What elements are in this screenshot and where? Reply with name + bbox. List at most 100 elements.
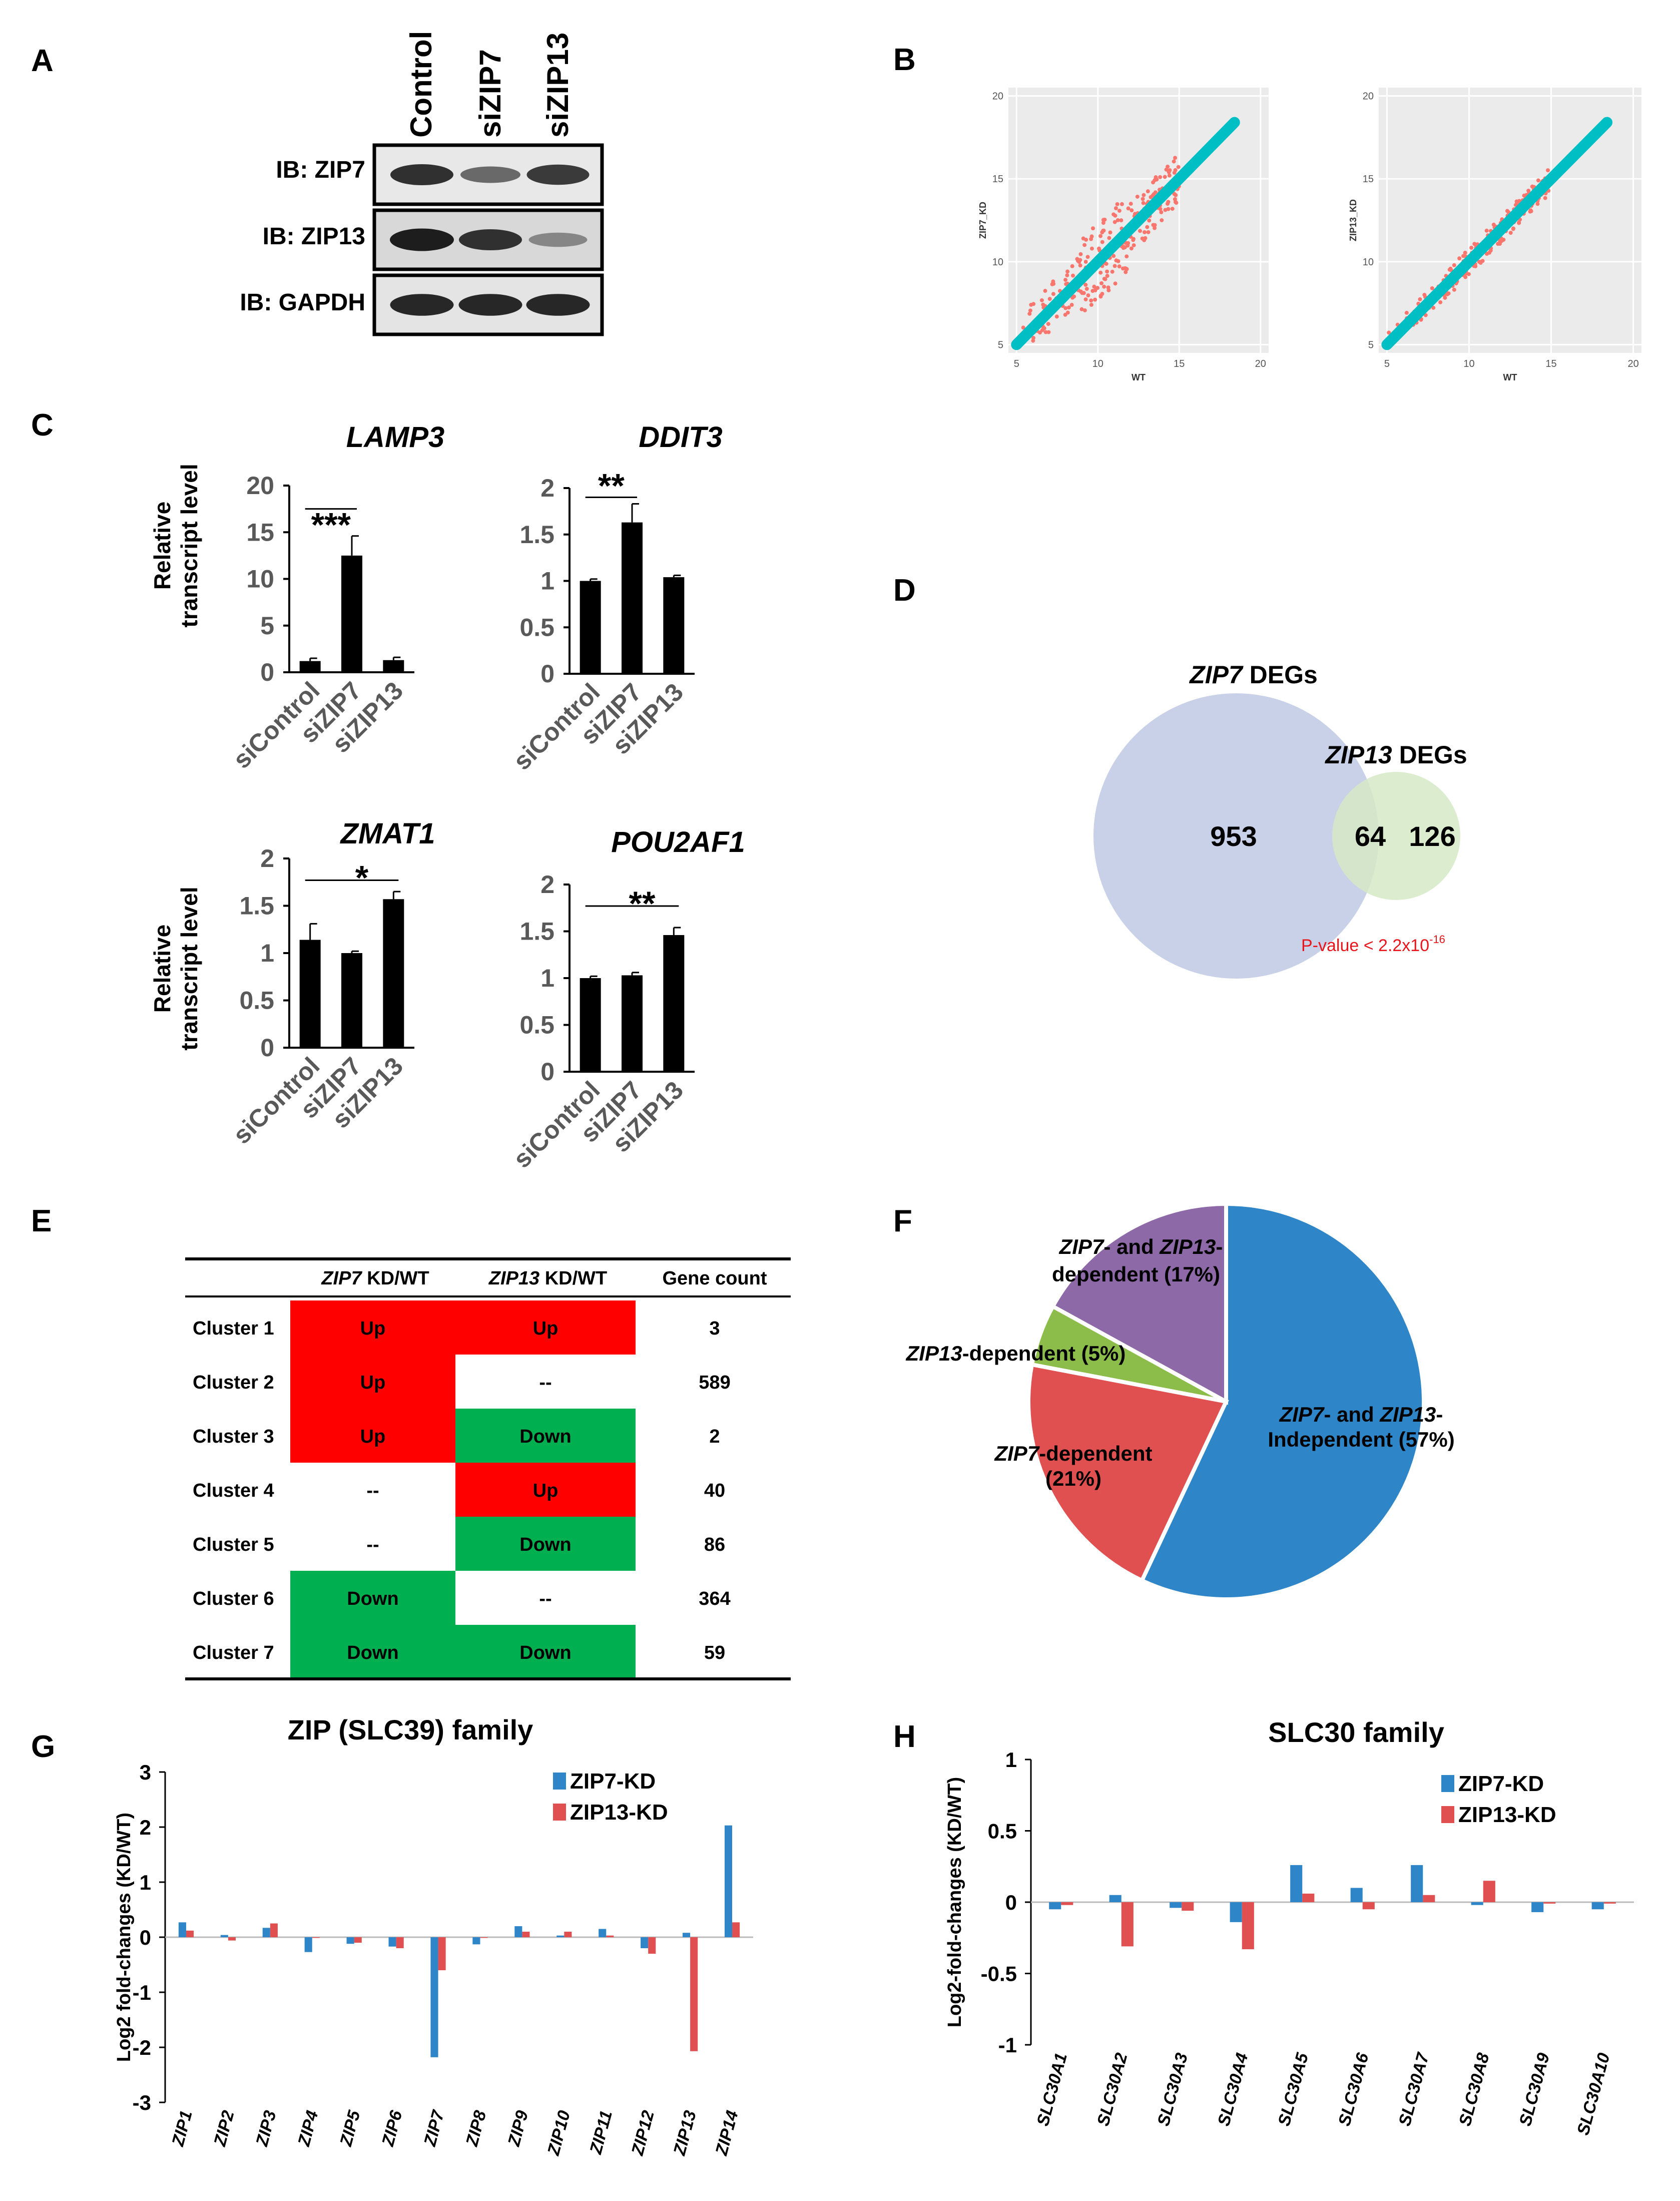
bar: [304, 1937, 312, 1952]
bar: [648, 1937, 656, 1954]
deg-point: [1430, 286, 1434, 290]
ylabel-bottom: Relative transcript level: [149, 887, 202, 1050]
deg-point: [1065, 273, 1069, 277]
deg-point: [1072, 294, 1076, 299]
deg-point: [1085, 255, 1090, 259]
bar: [690, 1937, 698, 2051]
deg-point: [1143, 230, 1147, 234]
blot-label-zip7: IB: ZIP7: [276, 157, 365, 183]
y-tick-label: 15: [992, 174, 1003, 185]
y-tick-label: 10: [246, 565, 274, 593]
deg-point: [1170, 207, 1175, 211]
deg-point: [1508, 231, 1513, 235]
category-label: SLC30A2: [1093, 2051, 1131, 2128]
bar: [383, 899, 404, 1048]
blot-label-gapdh: IB: GAPDH: [240, 289, 365, 316]
deg-point: [1418, 297, 1422, 301]
bar-chart-zip-family: ZIP (SLC39) family -3 -2 -1 0 1 2 3 Log2 fold-ch…: [114, 1714, 753, 2158]
table-cell-bg: [290, 1571, 455, 1625]
deg-point: [1130, 208, 1134, 213]
deg-point: [1168, 168, 1172, 173]
deg-point: [1089, 246, 1094, 251]
deg-point: [1115, 202, 1119, 206]
category-label: ZIP6: [378, 2108, 406, 2148]
table-gene-count: 59: [704, 1642, 725, 1663]
pie-chart: [1026, 1201, 1426, 1601]
cluster-table: ZIP7 KD/WT ZIP13 KD/WT Gene count Up Up Cl…: [185, 1257, 791, 1680]
bar: [299, 940, 321, 1048]
deg-point: [1101, 218, 1105, 222]
table-cell-bg: [290, 1625, 455, 1679]
bar: [354, 1937, 362, 1943]
deg-point: [1078, 263, 1082, 268]
chart-title: ZIP (SLC39) family: [288, 1714, 533, 1745]
panel-letter-h: H: [893, 1719, 916, 1754]
bar: [383, 660, 404, 672]
deg-point: [1176, 165, 1181, 169]
y-tick-label: -3: [133, 2091, 151, 2114]
deg-point: [1046, 330, 1051, 334]
y-tick-label: -1: [998, 2033, 1017, 2057]
y-tick-label: -0.5: [981, 1962, 1017, 1986]
deg-point: [1096, 246, 1101, 251]
deg-point: [1083, 282, 1088, 287]
deg-point: [1167, 173, 1172, 178]
deg-point: [1131, 237, 1136, 241]
deg-point: [1054, 314, 1059, 319]
category-label: ZIP5: [336, 2108, 364, 2148]
y-tick-label: -2: [133, 2036, 151, 2059]
venn-title-zip7: ZIP7 DEGs: [1189, 661, 1318, 689]
y-tick-label: 20: [246, 472, 274, 500]
venn-count-zip13-only: 126: [1409, 820, 1455, 852]
bar: [732, 1922, 740, 1937]
table-cell-bg: [455, 1463, 636, 1517]
y-tick-label: 10: [1363, 257, 1374, 268]
deg-point: [1117, 208, 1122, 213]
category-label: SLC30A4: [1214, 2051, 1252, 2128]
table-cell-bg: [455, 1300, 636, 1355]
deg-point: [1129, 202, 1133, 206]
deg-point: [1070, 273, 1075, 278]
deg-point: [1105, 269, 1109, 274]
y-tick-label: 0: [260, 1034, 274, 1062]
y-axis-label: Log2 fold-changes (KD/WT): [114, 1813, 135, 2062]
deg-point: [1078, 258, 1082, 262]
pie-label-zip7-dependent-l1: ZIP7-dependent: [994, 1442, 1152, 1465]
deg-point: [1113, 281, 1117, 286]
deg-point: [1063, 306, 1068, 310]
deg-point: [1089, 303, 1093, 307]
deg-point: [1070, 264, 1074, 268]
deg-point: [1082, 243, 1087, 247]
deg-point: [1141, 201, 1146, 205]
table-header-zip7: ZIP7 KD/WT: [321, 1268, 429, 1289]
bar: [1423, 1895, 1435, 1902]
legend-swatch: [553, 1804, 566, 1821]
bar: [663, 577, 685, 674]
deg-point: [1027, 311, 1032, 316]
panel-letter-a: A: [31, 44, 54, 78]
deg-point: [1084, 287, 1089, 291]
deg-point: [1152, 192, 1156, 196]
deg-point: [1160, 218, 1164, 222]
legend-swatch: [553, 1773, 566, 1790]
table-cluster-label: Cluster 6: [193, 1588, 274, 1609]
y-tick-label: 0.5: [519, 1011, 554, 1039]
lane-label-sizip13: siZIP13: [541, 33, 575, 138]
category-label: ZIP11: [586, 2108, 616, 2156]
non-deg-points: [1381, 117, 1613, 350]
deg-point: [1463, 250, 1467, 255]
y-tick-label: 20: [1363, 91, 1374, 102]
bar: [1061, 1902, 1073, 1905]
bar: [262, 1928, 270, 1937]
category-label: ZIP8: [462, 2108, 490, 2148]
x-tick-label: 20: [1255, 358, 1266, 369]
x-axis-label: WT: [1132, 372, 1146, 382]
deg-point: [1084, 237, 1088, 242]
y-tick-label: 2: [540, 870, 554, 899]
deg-point: [1478, 261, 1483, 265]
category-label: ZIP12: [628, 2108, 658, 2158]
deg-point: [1092, 284, 1096, 289]
blot-band: [526, 164, 590, 185]
